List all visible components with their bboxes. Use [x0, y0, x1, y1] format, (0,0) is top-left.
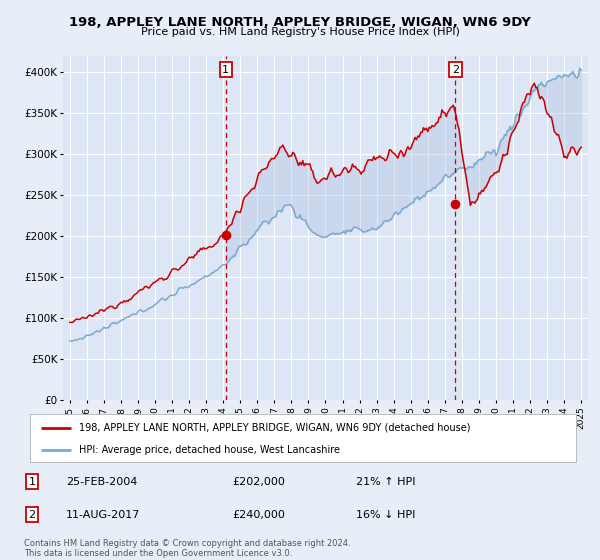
Text: £202,000: £202,000	[232, 477, 285, 487]
Text: 21% ↑ HPI: 21% ↑ HPI	[356, 477, 416, 487]
Text: 1: 1	[29, 477, 35, 487]
Text: 16% ↓ HPI: 16% ↓ HPI	[356, 510, 416, 520]
Text: HPI: Average price, detached house, West Lancashire: HPI: Average price, detached house, West…	[79, 445, 340, 455]
Text: Contains HM Land Registry data © Crown copyright and database right 2024.
This d: Contains HM Land Registry data © Crown c…	[24, 539, 350, 558]
Text: 2: 2	[29, 510, 35, 520]
Text: 25-FEB-2004: 25-FEB-2004	[66, 477, 137, 487]
Text: £240,000: £240,000	[232, 510, 285, 520]
Text: Price paid vs. HM Land Registry's House Price Index (HPI): Price paid vs. HM Land Registry's House …	[140, 27, 460, 37]
Text: 1: 1	[222, 64, 229, 74]
Text: 2: 2	[452, 64, 459, 74]
Text: 198, APPLEY LANE NORTH, APPLEY BRIDGE, WIGAN, WN6 9DY: 198, APPLEY LANE NORTH, APPLEY BRIDGE, W…	[69, 16, 531, 29]
Text: 198, APPLEY LANE NORTH, APPLEY BRIDGE, WIGAN, WN6 9DY (detached house): 198, APPLEY LANE NORTH, APPLEY BRIDGE, W…	[79, 423, 470, 433]
Text: 11-AUG-2017: 11-AUG-2017	[66, 510, 140, 520]
